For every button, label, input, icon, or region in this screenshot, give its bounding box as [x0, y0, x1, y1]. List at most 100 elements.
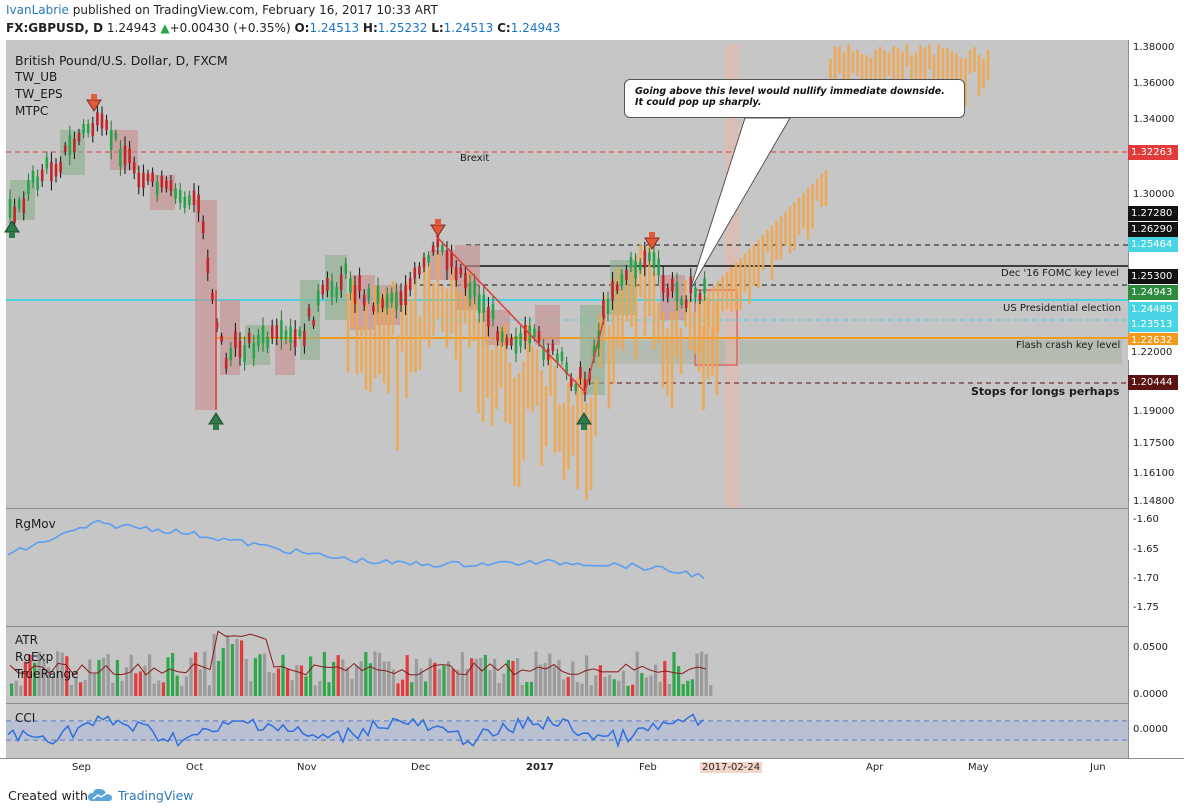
candle-body	[560, 351, 564, 361]
atr-bar	[56, 651, 60, 696]
candle-body	[220, 335, 223, 342]
atr-bar	[51, 677, 55, 696]
candle-body	[703, 278, 706, 294]
pane-divider[interactable]	[6, 703, 1128, 704]
sell-arrow-icon	[86, 99, 102, 112]
atr-bar	[543, 663, 547, 696]
candle-body	[22, 198, 26, 214]
candle-body	[128, 148, 131, 164]
atr-bar	[240, 640, 244, 696]
rgmov-axis-label: -1.75	[1133, 602, 1159, 613]
indicator-legend-tw-eps[interactable]: TW_EPS	[15, 87, 63, 101]
candle-body	[376, 286, 380, 304]
candle-body	[565, 362, 568, 375]
rgmov-legend[interactable]: RgMov	[15, 517, 56, 531]
atr-bar	[419, 668, 423, 696]
price-axis-label: 1.19000	[1133, 406, 1175, 417]
atr-bar	[42, 660, 46, 696]
candle-body	[201, 221, 205, 234]
candle-body	[638, 262, 642, 271]
atr-bar	[115, 660, 119, 696]
atr-bar	[658, 682, 662, 696]
annotation-callout[interactable]: Going above this level would nullify imm…	[624, 79, 965, 118]
buy-arrow-icon	[576, 412, 592, 425]
rgexp-legend[interactable]: RgExp	[15, 650, 54, 664]
candle-body	[119, 148, 122, 167]
atr-bar	[387, 661, 391, 696]
candle-body	[197, 194, 200, 213]
fomc-level-label: Dec '16 FOMC key level	[1001, 268, 1120, 279]
price-axis-label: 1.38000	[1133, 42, 1175, 53]
candle-body	[689, 276, 693, 294]
atr-bar	[557, 660, 561, 696]
open-value: 1.24513	[309, 21, 360, 35]
atr-bar	[663, 660, 667, 696]
atr-bar	[626, 685, 630, 696]
rgmov-axis-label: -1.70	[1133, 573, 1159, 584]
atr-bar	[79, 682, 83, 696]
atr-bar	[520, 684, 524, 696]
candle-body	[270, 325, 274, 338]
atr-bar	[92, 673, 96, 696]
atr-bar	[69, 684, 73, 696]
candle-body	[275, 325, 279, 339]
price-tag: 1.24943	[1128, 285, 1178, 300]
candle-body	[372, 305, 375, 312]
indicator-legend-tw-ub[interactable]: TW_UB	[15, 70, 58, 84]
atr-bar	[74, 677, 78, 696]
candle-body	[289, 326, 292, 343]
candle-body	[464, 273, 467, 289]
candle-body	[344, 263, 348, 274]
candle-body	[238, 340, 242, 358]
price-tag: 1.26290	[1128, 222, 1178, 237]
candle-body	[307, 308, 311, 317]
buy-arrow-icon	[581, 424, 587, 430]
candle-body	[408, 278, 412, 291]
candle-body	[114, 132, 118, 139]
candle-body	[583, 379, 587, 395]
author-link[interactable]: IvanLabrie	[6, 3, 69, 17]
candle-body	[160, 176, 164, 187]
price-tag: 1.20444	[1128, 375, 1178, 390]
cci-legend[interactable]: CCI	[15, 711, 36, 725]
atr-bar	[695, 653, 699, 696]
atr-bar	[272, 673, 276, 696]
candle-body	[648, 252, 651, 262]
indicator-legend-mtpc[interactable]: MTPC	[15, 104, 49, 118]
atr-bar	[603, 676, 607, 696]
candle-body	[316, 291, 320, 306]
candle-body	[298, 329, 302, 336]
candle-body	[385, 294, 389, 309]
pane-divider[interactable]	[6, 626, 1128, 627]
low-value: 1.24513	[443, 21, 494, 35]
candle-body	[215, 321, 219, 329]
atr-bar	[276, 668, 280, 696]
candle-body	[606, 299, 610, 315]
candle-body	[505, 338, 509, 346]
atr-bar	[318, 680, 322, 696]
atr-bar	[516, 658, 520, 696]
tradingview-link[interactable]: TradingView	[118, 788, 194, 803]
rgexp-line	[9, 630, 707, 676]
atr-bar	[465, 669, 469, 696]
candle-body	[625, 269, 628, 281]
atr-bar	[479, 658, 483, 696]
atr-bar	[355, 665, 359, 696]
buy-arrow-icon	[4, 220, 20, 233]
time-axis-label: Apr	[866, 762, 884, 773]
high-value: 1.25232	[377, 21, 428, 35]
atr-legend[interactable]: ATR	[15, 633, 38, 647]
pane-divider[interactable]	[6, 508, 1128, 509]
atr-bar	[345, 667, 349, 696]
atr-bar	[617, 680, 621, 696]
chart-area[interactable]	[6, 40, 1128, 758]
atr-bar	[644, 677, 648, 696]
candle-body	[666, 288, 670, 298]
candle-body	[169, 180, 173, 191]
atr-bar	[244, 658, 248, 696]
candle-body	[431, 245, 435, 253]
atr-bar	[212, 634, 216, 696]
time-axis-label: 2017-02-24	[700, 762, 763, 773]
truerange-legend[interactable]: TrueRange	[15, 667, 79, 681]
